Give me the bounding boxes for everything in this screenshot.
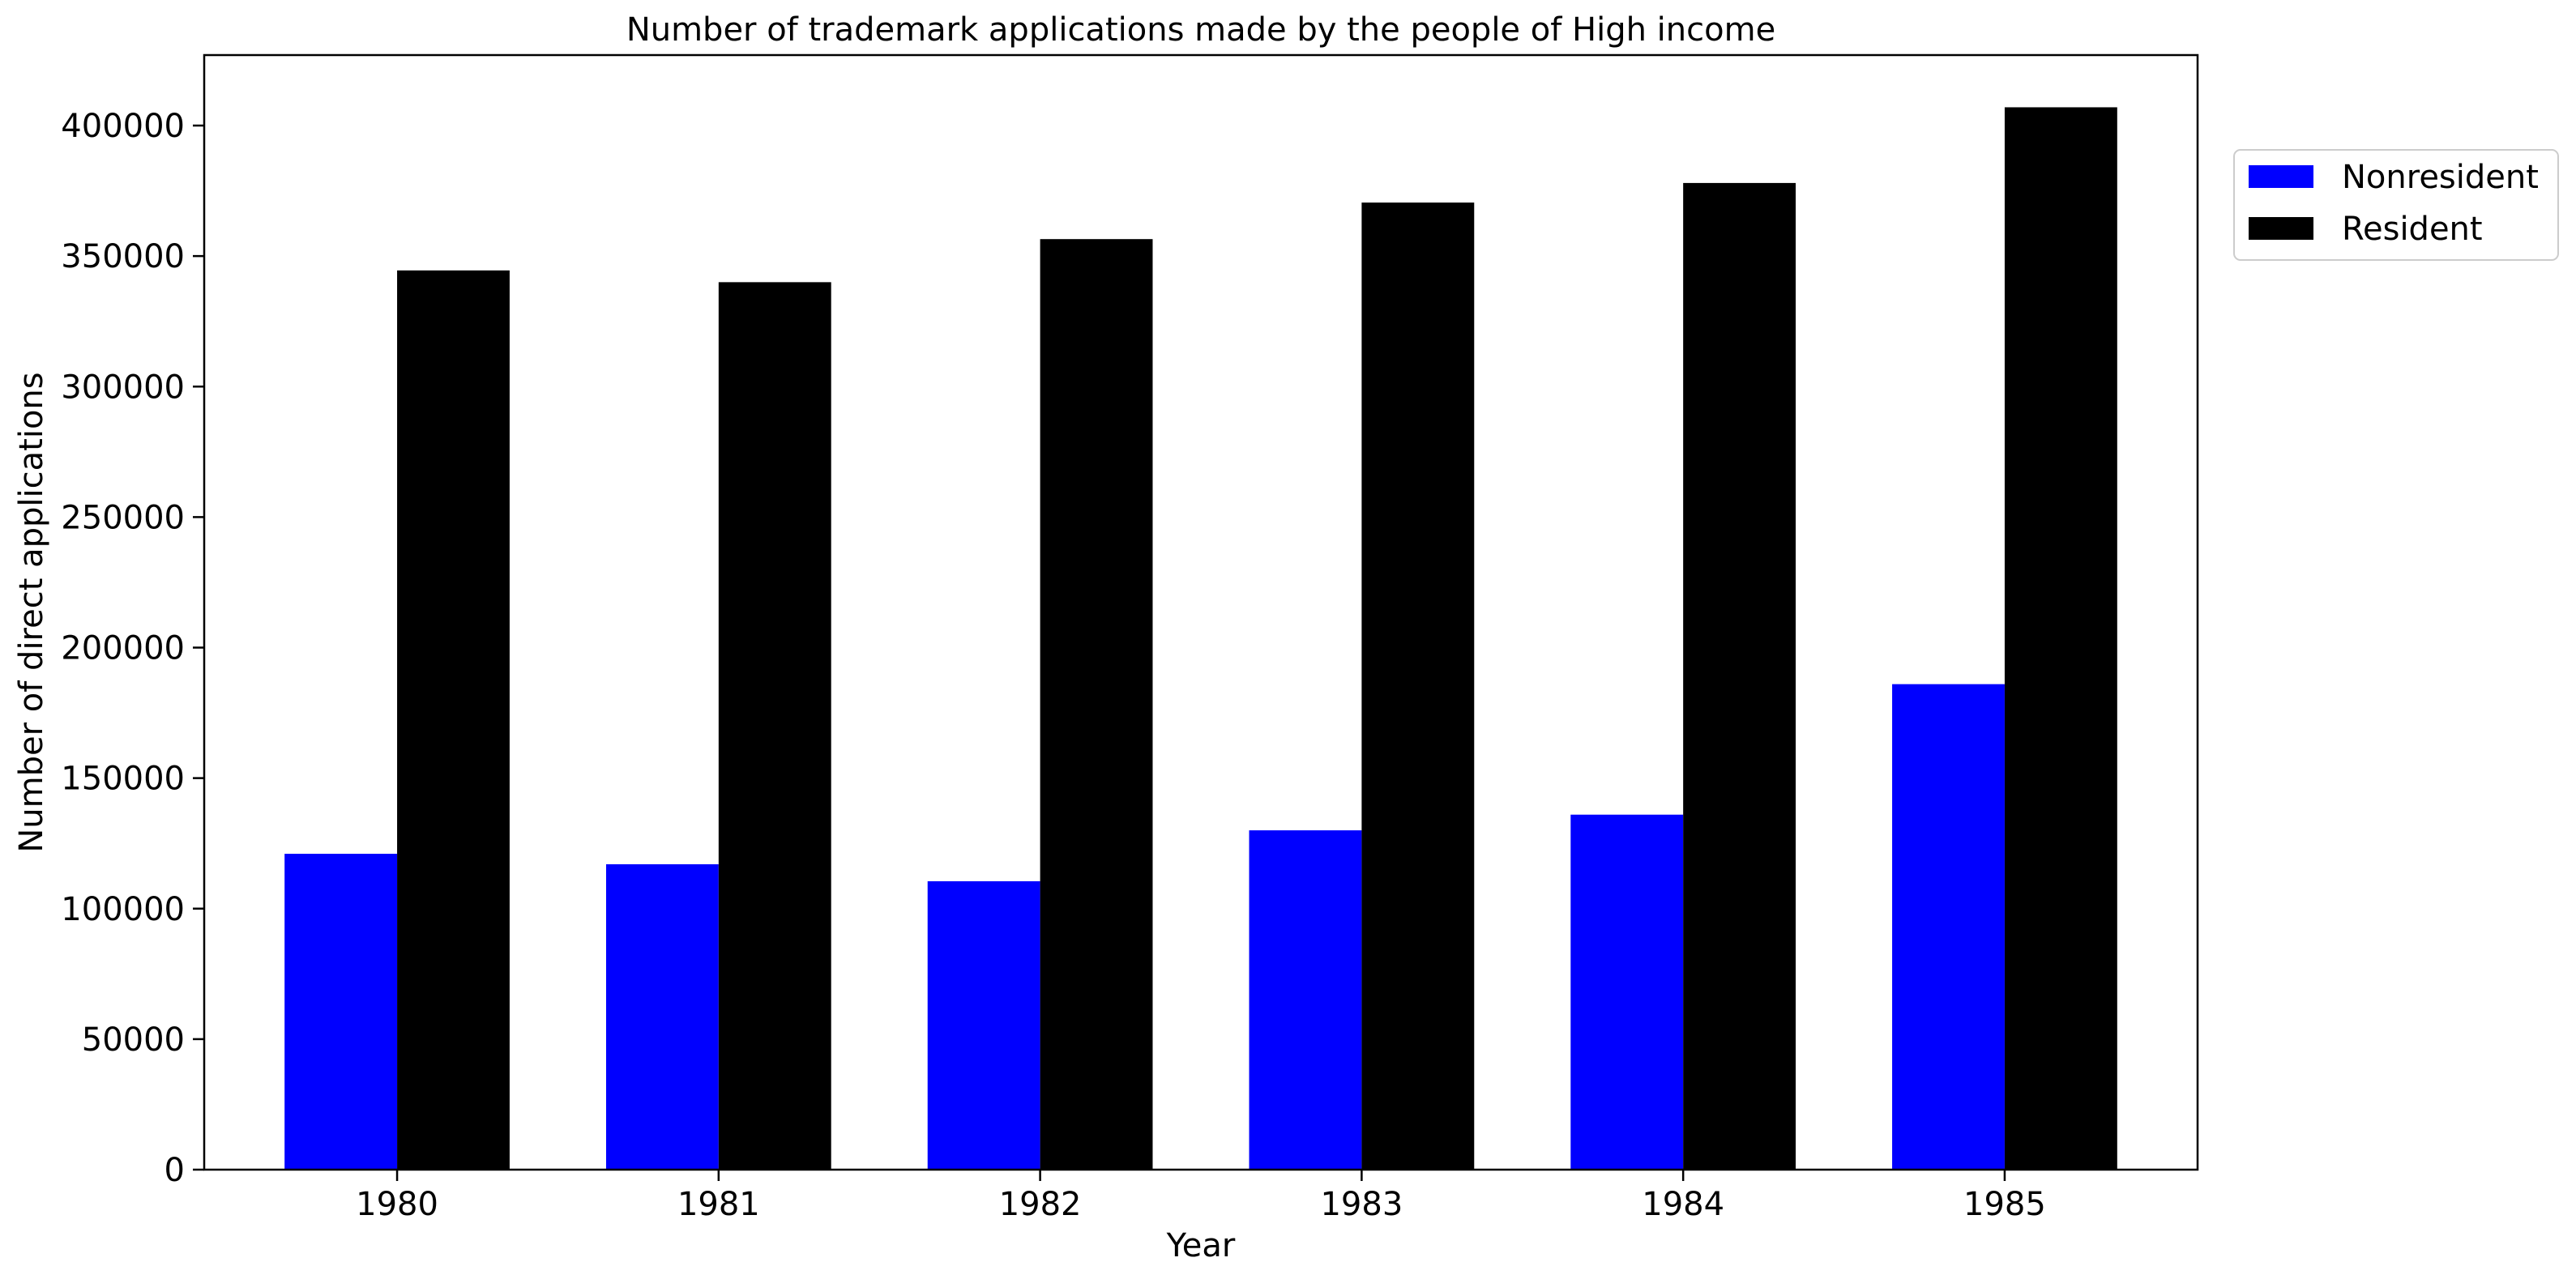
bar-resident-1984	[1683, 182, 1796, 1170]
y-tick-label: 200000	[61, 630, 185, 667]
bar-nonresident-1980	[284, 854, 398, 1170]
chart-title: Number of trademark applications made by…	[626, 11, 1775, 49]
bar-nonresident-1984	[1570, 814, 1684, 1170]
x-tick-label: 1984	[1642, 1186, 1724, 1223]
x-tick-label: 1983	[1320, 1186, 1403, 1223]
y-tick-label: 400000	[61, 108, 185, 145]
bar-resident-1983	[1361, 203, 1475, 1170]
y-tick-label: 150000	[61, 761, 185, 798]
x-axis: 1980 1981 1982 1983 1984 1985	[356, 1170, 2046, 1223]
legend: Nonresident Resident	[2233, 149, 2559, 261]
plot-frame	[203, 53, 2199, 1171]
y-tick-label: 50000	[82, 1021, 185, 1059]
y-tick-label: 300000	[61, 369, 185, 406]
bar-resident-1982	[1040, 239, 1153, 1170]
y-tick-label: 250000	[61, 499, 185, 536]
legend-label-resident: Resident	[2342, 211, 2483, 248]
x-tick-label: 1985	[1963, 1186, 2046, 1223]
legend-swatch-nonresident	[2249, 165, 2313, 188]
y-axis-title: Number of direct applications	[13, 372, 50, 852]
x-tick-label: 1981	[677, 1186, 760, 1223]
bar-resident-1985	[2004, 107, 2117, 1170]
y-axis: 0 50000 100000 150000 200000 250000 300000 3500…	[61, 108, 204, 1189]
legend-label-nonresident: Nonresident	[2342, 159, 2539, 196]
bar-nonresident-1983	[1249, 830, 1362, 1170]
y-tick-label: 350000	[61, 238, 185, 275]
y-tick-label: 100000	[61, 891, 185, 928]
bar-nonresident-1985	[1892, 684, 2005, 1170]
bar-nonresident-1981	[605, 863, 719, 1170]
y-tick-label: 0	[164, 1152, 185, 1189]
legend-box	[2233, 149, 2559, 261]
bar-nonresident-1982	[927, 880, 1040, 1170]
x-tick-label: 1982	[999, 1186, 1082, 1223]
bar-resident-1981	[718, 282, 831, 1170]
legend-swatch-resident	[2249, 217, 2313, 240]
x-axis-title: Year	[1166, 1227, 1236, 1264]
bars-group	[284, 107, 2117, 1170]
bar-resident-1980	[397, 270, 510, 1170]
x-tick-label: 1980	[356, 1186, 438, 1223]
